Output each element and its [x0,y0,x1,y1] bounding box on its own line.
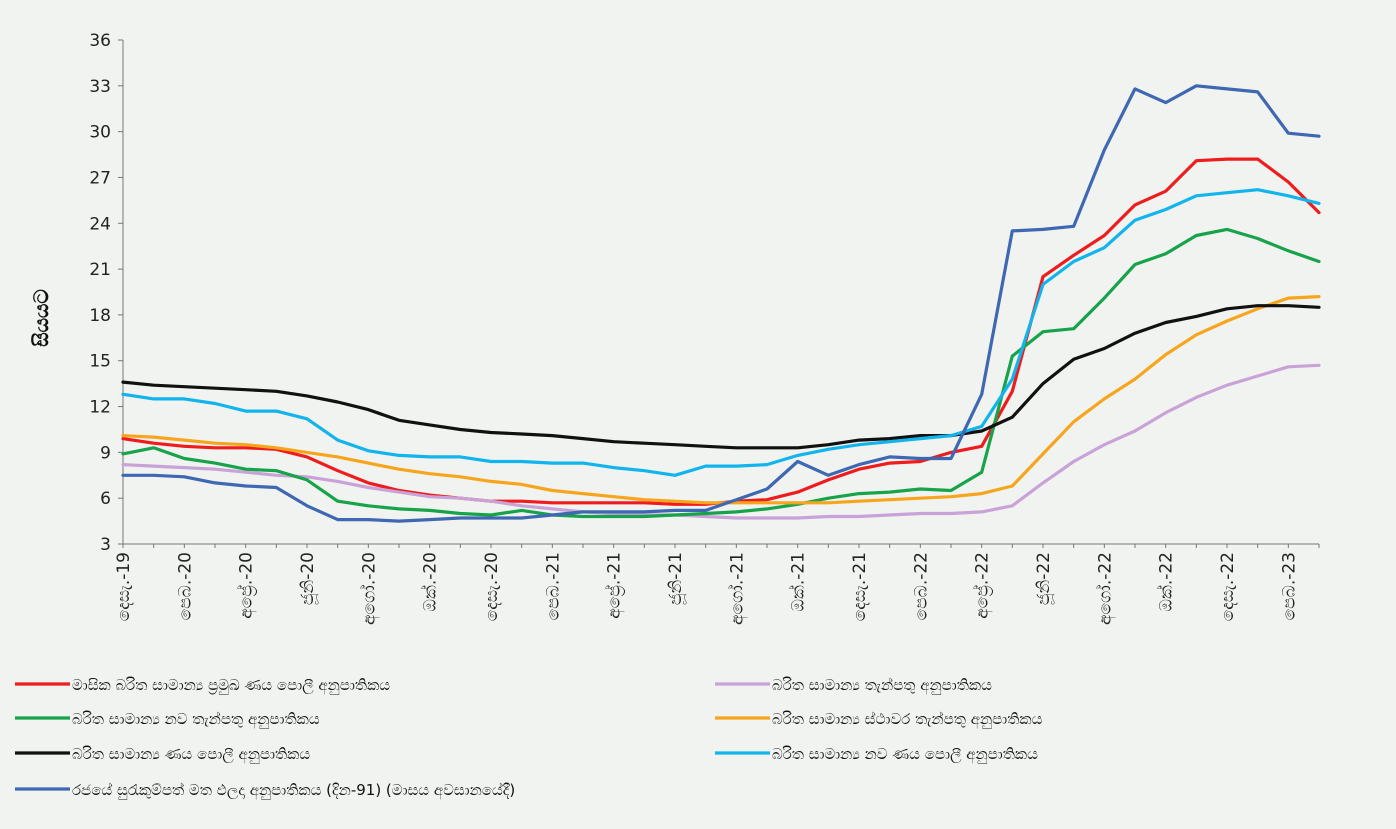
x-tick-label: ජූනි-20 [298,552,318,605]
x-tick-label: පෙබ.-21 [543,552,563,620]
x-tick-label: අගෝ.-20 [359,552,380,625]
series-line-2 [121,363,1321,520]
x-tick-label: අගෝ.-21 [727,552,748,625]
x-tick-label: අප්‍රේ.-22 [972,552,993,619]
x-tick-label: ජූනි-21 [666,552,686,605]
x-tick-label: පෙබ.-22 [911,552,931,620]
legend-label-6: බරිත සාමාන්‍ය නව ණය පොලී අනුපාතිකය [772,745,1038,764]
x-tick-label: දෙසැ.-19 [114,552,134,621]
y-tick-label: 27 [89,168,111,188]
x-tick-label: පෙබ.-20 [175,552,195,620]
y-tick-label: 6 [100,489,111,509]
x-tick-label: දෙසැ.-21 [850,552,870,621]
series-line-5 [121,304,1321,450]
y-tick-label: 3 [100,535,111,555]
series-line-7 [121,84,1321,523]
legend-label-3: බරිත සාමාන්‍ය නව තැන්පතු අනුපාතිකය [72,710,320,729]
series-line-4 [121,295,1321,505]
legend-label-7: රජයේ සුරැකුම්පත් මත ඵලදා අනුපාතිකය (දින-… [72,781,515,800]
y-tick-label: 15 [89,352,111,372]
legend-label-4: බරිත සාමාන්‍ය ස්ථාවර තැන්පතු අනුපාතිකය [772,710,1043,729]
y-tick-label: 30 [89,123,111,143]
y-tick-label: 21 [89,260,111,280]
series-line-6 [121,188,1321,477]
y-tick-label: 18 [89,306,111,326]
x-tick-label: අප්‍රේ.-20 [236,552,257,619]
x-tick-label: ඔක්.-21 [788,552,808,612]
series-line-3 [121,227,1321,519]
x-tick-label: ඔක්.-22 [1156,552,1176,612]
x-tick-label: දෙසැ.-20 [482,552,502,621]
y-tick-label: 24 [89,214,111,234]
y-tick-label: 33 [89,77,111,97]
y-tick-label: 9 [100,443,111,463]
legend-label-5: බරිත සාමාන්‍ය ණය පොලී අනුපාතිකය [72,745,310,764]
series-lines [121,84,1321,523]
x-tick-label: අගෝ.-22 [1095,552,1116,625]
y-tick-label: 12 [89,398,111,418]
legend-label-2: බරිත සාමාන්‍ය තැන්පතු අනුපාතිකය [772,676,992,695]
legend: මාසික බරිත සාමාන්‍ය ප්‍රමුඛ ණය පොලී අනුප… [15,676,1043,800]
x-tick-label: අප්‍රේ.-21 [604,552,625,619]
x-tick-label: ජූනි-22 [1034,552,1054,605]
legend-label-1: මාසික බරිත සාමාන්‍ය ප්‍රමුඛ ණය පොලී අනුප… [72,676,390,695]
x-tick-label: පෙබ.-23 [1279,552,1299,620]
x-tick-label: දෙසැ.-22 [1218,552,1238,621]
y-tick-label: 36 [89,31,111,51]
x-tick-label: ඔක්.-20 [420,552,440,612]
x-axis: දෙසැ.-19 පෙබ.-20 අප්‍රේ.-20 ජූනි-20 අගෝ.-20 ඔ… [114,543,1320,625]
y-axis-title: සියයට [31,289,53,347]
